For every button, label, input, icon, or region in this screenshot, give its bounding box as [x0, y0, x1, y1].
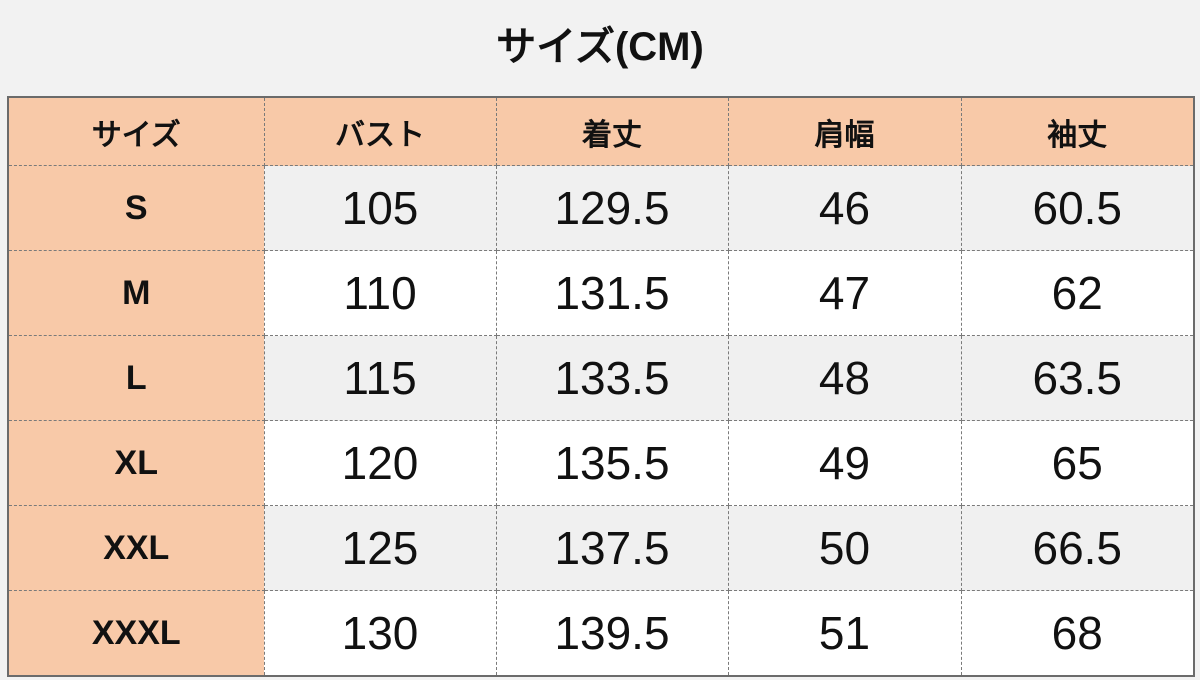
header-sleeve: 袖丈: [960, 96, 1195, 166]
cell-shoulder: 50: [727, 505, 962, 591]
cell-bust: 130: [263, 590, 497, 677]
cell-size: XL: [7, 420, 265, 506]
cell-shoulder: 46: [727, 165, 962, 251]
cell-bust: 105: [263, 165, 497, 251]
cell-length: 133.5: [495, 335, 729, 421]
table-row: M 110 131.5 47 62: [7, 250, 1195, 336]
cell-bust: 120: [263, 420, 497, 506]
cell-length: 131.5: [495, 250, 729, 336]
cell-sleeve: 65: [960, 420, 1195, 506]
page-title: サイズ(CM): [496, 25, 704, 69]
table-row: S 105 129.5 46 60.5: [7, 165, 1195, 251]
cell-sleeve: 63.5: [960, 335, 1195, 421]
cell-length: 129.5: [495, 165, 729, 251]
table-row: XXXL 130 139.5 51 68: [7, 590, 1195, 677]
header-length: 着丈: [495, 96, 729, 166]
cell-bust: 115: [263, 335, 497, 421]
cell-shoulder: 48: [727, 335, 962, 421]
cell-shoulder: 49: [727, 420, 962, 506]
cell-size: S: [7, 165, 265, 251]
cell-size: XXL: [7, 505, 265, 591]
header-bust: バスト: [263, 96, 497, 166]
cell-length: 137.5: [495, 505, 729, 591]
cell-shoulder: 51: [727, 590, 962, 677]
cell-sleeve: 68: [960, 590, 1195, 677]
cell-sleeve: 66.5: [960, 505, 1195, 591]
cell-shoulder: 47: [727, 250, 962, 336]
cell-bust: 110: [263, 250, 497, 336]
cell-sleeve: 60.5: [960, 165, 1195, 251]
cell-bust: 125: [263, 505, 497, 591]
header-row: サイズ バスト 着丈 肩幅 袖丈: [7, 96, 1195, 166]
cell-size: M: [7, 250, 265, 336]
size-table: サイズ バスト 着丈 肩幅 袖丈 S 105 129.5 46 60.5 M 110 131.…: [7, 96, 1195, 677]
cell-length: 139.5: [495, 590, 729, 677]
cell-size: XXXL: [7, 590, 265, 677]
cell-sleeve: 62: [960, 250, 1195, 336]
cell-length: 135.5: [495, 420, 729, 506]
cell-size: L: [7, 335, 265, 421]
table-row: XL 120 135.5 49 65: [7, 420, 1195, 506]
header-shoulder: 肩幅: [727, 96, 962, 166]
table-row: L 115 133.5 48 63.5: [7, 335, 1195, 421]
header-size: サイズ: [7, 96, 265, 166]
table-row: XXL 125 137.5 50 66.5: [7, 505, 1195, 591]
